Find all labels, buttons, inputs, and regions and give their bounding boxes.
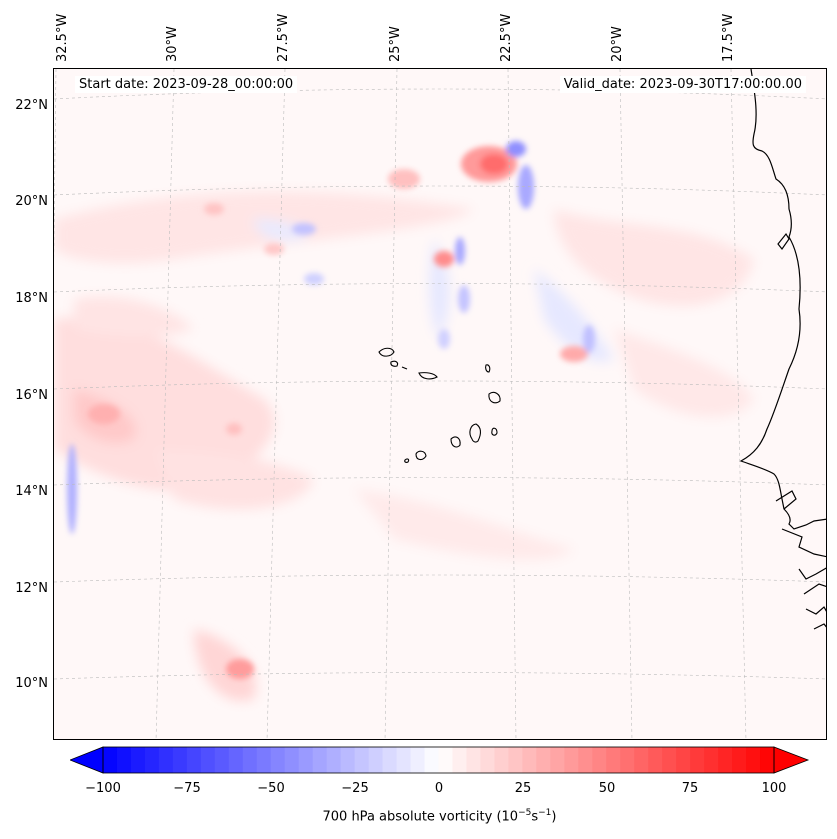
lat-label-16n: 16°N (15, 388, 48, 403)
cb-tick-0: 0 (434, 781, 444, 796)
colorbar-segment (396, 747, 412, 773)
lat-label-22n: 22°N (15, 98, 48, 113)
colorbar-segment (116, 747, 132, 773)
map-frame[interactable] (53, 68, 827, 740)
colorbar-segment (676, 747, 691, 773)
lat-label-18n: 18°N (15, 291, 48, 306)
colorbar-segment (103, 747, 118, 773)
colorbar-segment (284, 747, 300, 773)
colorbar-segment (508, 747, 523, 773)
lon-label-27-5w: 27.5°W (276, 13, 291, 62)
colorbar-extend-max (773, 746, 810, 774)
cb-label-main: 700 hPa absolute vorticity (10 (322, 809, 519, 825)
colorbar (70, 746, 810, 774)
cb-label-exp2: −1 (538, 808, 552, 818)
lon-label-22-5w: 22.5°W (499, 13, 514, 62)
colorbar-segment (536, 747, 551, 773)
colorbar-segment (424, 747, 439, 773)
colorbar-segment (466, 747, 481, 773)
colorbar-segment (634, 747, 649, 773)
vorticity-field (54, 191, 754, 701)
lat-label-12n: 12°N (15, 581, 48, 596)
cb-tick-neg75: −75 (173, 781, 201, 796)
cb-tick-neg50: −50 (257, 781, 285, 796)
colorbar-segment (760, 747, 775, 773)
colorbar-segment (144, 747, 160, 773)
lon-label-17-5w: 17.5°W (721, 13, 736, 62)
vorticity-features (67, 141, 595, 679)
colorbar-segment (438, 747, 453, 773)
colorbar-outline (102, 746, 775, 774)
colorbar-segment (704, 747, 719, 773)
colorbar-segment (354, 747, 370, 773)
africa-coastline (739, 69, 826, 630)
colorbar-segment (298, 747, 314, 773)
lat-label-14n: 14°N (15, 484, 48, 499)
colorbar-segment (172, 747, 188, 773)
cape-verde-islands (378, 347, 501, 463)
colorbar-segment (732, 747, 747, 773)
colorbar-segment (270, 747, 286, 773)
colorbar-segment (662, 747, 677, 773)
colorbar-segment (592, 747, 607, 773)
colorbar-label: 700 hPa absolute vorticity (10−5s−1) (0, 808, 837, 824)
lon-label-25w: 25°W (388, 26, 403, 62)
colorbar-segment (620, 747, 635, 773)
cb-tick-25: 25 (514, 781, 532, 796)
valid-date-label: Valid_date: 2023-09-30T17:00:00.00 (559, 76, 806, 93)
colorbar-segment (550, 747, 565, 773)
colorbar-segment (228, 747, 244, 773)
colorbar-segment (522, 747, 537, 773)
vorticity-map[interactable] (54, 69, 827, 740)
colorbar-segment (480, 747, 495, 773)
colorbar-segment (746, 747, 761, 773)
colorbar-segment (718, 747, 733, 773)
cb-tick-100: 100 (761, 781, 787, 796)
colorbar-segment (214, 747, 230, 773)
colorbar-segment (130, 747, 146, 773)
colorbar-segment (690, 747, 705, 773)
colorbar-segment (186, 747, 202, 773)
colorbar-segment (578, 747, 593, 773)
colorbar-segment (494, 747, 509, 773)
colorbar-segment (648, 747, 663, 773)
lon-label-32-5w: 32.5°W (55, 13, 70, 62)
colorbar-segment (382, 747, 398, 773)
cb-tick-neg100: −100 (85, 781, 121, 796)
graticule (54, 69, 826, 739)
colorbar-segment (158, 747, 174, 773)
colorbar-segment (200, 747, 216, 773)
colorbar-segment (326, 747, 342, 773)
lon-label-30w: 30°W (165, 26, 180, 62)
lat-label-10n: 10°N (15, 676, 48, 691)
cb-label-end: ) (551, 809, 557, 825)
colorbar-segment (606, 747, 621, 773)
colorbar-segment (256, 747, 272, 773)
start-date-label: Start date: 2023-09-28_00:00:00 (75, 76, 298, 93)
colorbar-extend-min (70, 746, 104, 774)
colorbar-segment (368, 747, 384, 773)
colorbar-segment (452, 747, 467, 773)
cb-label-exp1: −5 (518, 808, 532, 818)
cb-tick-75: 75 (681, 781, 699, 796)
colorbar-segment (242, 747, 258, 773)
lon-label-20w: 20°W (610, 26, 625, 62)
colorbar-segment (410, 747, 426, 773)
lat-label-20n: 20°N (15, 194, 48, 209)
colorbar-segment (312, 747, 328, 773)
cb-tick-50: 50 (598, 781, 616, 796)
colorbar-segment (340, 747, 356, 773)
colorbar-segment (564, 747, 579, 773)
cb-label-mid: s (531, 809, 539, 825)
cb-tick-neg25: −25 (341, 781, 369, 796)
